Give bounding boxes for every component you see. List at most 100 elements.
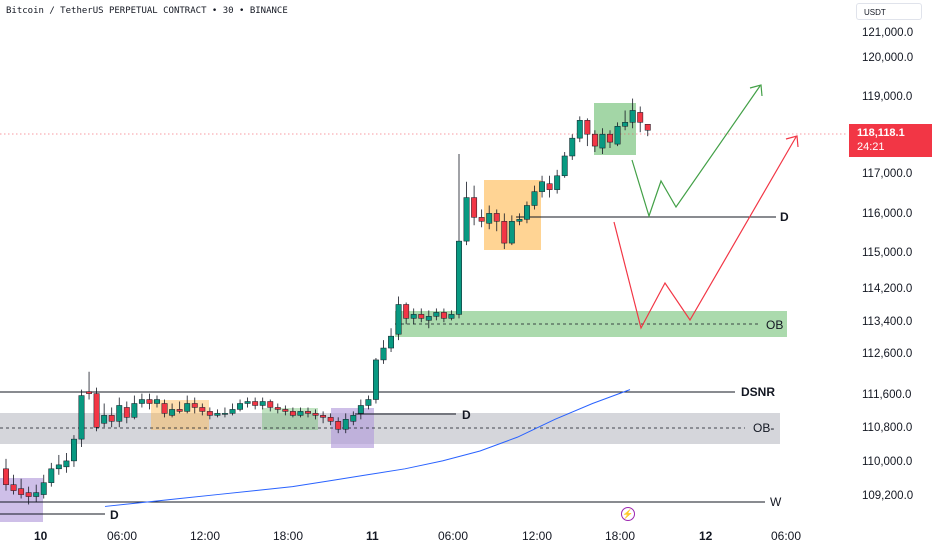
candle — [206, 407, 213, 420]
y-tick-label: 116,000.0 — [862, 208, 913, 220]
candle — [154, 395, 160, 408]
candle-body — [222, 413, 228, 415]
x-tick-label: 06:00 — [771, 529, 802, 543]
candle-body — [146, 399, 153, 404]
candle — [561, 152, 568, 178]
bearish-projection-path[interactable] — [613, 136, 797, 330]
y-tick-label: 109,200.0 — [862, 490, 914, 502]
candle-body — [154, 399, 160, 404]
candle-body — [373, 359, 379, 400]
grey-zone-ob-minus — [0, 413, 780, 444]
candle-body — [440, 312, 447, 319]
candle-body — [305, 411, 311, 414]
candle — [244, 397, 251, 408]
candle — [456, 154, 462, 319]
candle-body — [614, 126, 621, 145]
candle — [410, 308, 417, 325]
candle — [252, 397, 259, 410]
dsnr-label: DSNR — [741, 385, 776, 399]
candle-body — [86, 391, 92, 394]
candle — [395, 296, 402, 341]
candle — [116, 397, 123, 428]
x-tick-label: 10 — [34, 529, 48, 543]
candle-body — [214, 413, 221, 416]
candle-body — [78, 395, 85, 440]
candle — [335, 417, 342, 434]
candle — [471, 185, 478, 226]
candle — [539, 175, 545, 198]
ob-minus-label: OB- — [753, 421, 775, 435]
candle — [607, 130, 613, 149]
candle — [365, 395, 372, 410]
candle-body — [539, 181, 545, 192]
chart-title: Bitcoin / TetherUS PERPETUAL CONTRACT • … — [6, 6, 288, 16]
candle — [71, 435, 77, 467]
candle-body — [365, 399, 372, 406]
y-tick-label: 114,200.0 — [862, 283, 913, 295]
candle — [493, 209, 500, 232]
candle — [101, 403, 108, 428]
x-tick-label: 12:00 — [522, 529, 553, 543]
candle — [214, 409, 221, 418]
candle — [584, 118, 591, 147]
candle-body — [493, 213, 500, 222]
currency-button[interactable]: USDT — [856, 3, 922, 20]
candle-body — [131, 403, 138, 418]
candle — [138, 393, 145, 408]
candle-body — [282, 409, 289, 412]
candle — [78, 389, 85, 448]
candle — [25, 486, 32, 505]
candle — [591, 130, 598, 153]
x-tick-label: 06:00 — [107, 529, 138, 543]
y-tick-label: 119,000.0 — [862, 91, 913, 103]
bar-countdown: 24:21 — [857, 141, 885, 153]
candle — [123, 401, 130, 424]
candle-body — [191, 403, 198, 408]
candle-body — [531, 191, 538, 206]
candle — [169, 403, 176, 418]
candle-body — [320, 415, 327, 418]
candle — [554, 169, 561, 194]
candle-body — [644, 124, 651, 131]
candle-body — [48, 468, 55, 483]
candle-body — [546, 183, 553, 190]
y-tick-label: 110,800.0 — [862, 422, 913, 434]
candle-body — [622, 122, 629, 127]
candle — [569, 134, 576, 160]
candle — [312, 409, 319, 420]
candle — [3, 458, 9, 491]
bearish-arrow-head — [785, 135, 799, 148]
candle-body — [471, 197, 478, 218]
candle-body — [350, 415, 357, 422]
candle — [425, 310, 432, 329]
candle-body — [116, 405, 123, 422]
candle-body — [433, 312, 440, 317]
candle — [229, 403, 236, 416]
w-label: W — [770, 495, 782, 509]
bullish-projection-path[interactable] — [631, 85, 761, 218]
candle — [48, 462, 55, 487]
candle-body — [33, 492, 40, 497]
y-tick-label: 110,000.0 — [862, 456, 913, 468]
candle-body — [55, 464, 62, 470]
candle-body — [18, 488, 25, 495]
candle — [350, 411, 357, 426]
candle — [184, 395, 191, 414]
y-tick-label: 115,000.0 — [862, 247, 913, 259]
candle-body — [425, 316, 432, 321]
x-tick-label: 18:00 — [605, 529, 636, 543]
candle — [33, 484, 40, 503]
candle — [373, 357, 379, 404]
candle — [289, 407, 296, 418]
candle — [267, 399, 274, 412]
candle-body — [357, 405, 364, 414]
candle-body — [138, 399, 145, 404]
candle — [297, 407, 304, 418]
x-tick-label: 06:00 — [438, 529, 469, 543]
candle — [63, 452, 70, 473]
lightning-icon[interactable]: ⚡ — [621, 507, 635, 521]
candle — [644, 124, 651, 137]
projection-layer — [613, 84, 799, 330]
candle — [237, 399, 244, 412]
